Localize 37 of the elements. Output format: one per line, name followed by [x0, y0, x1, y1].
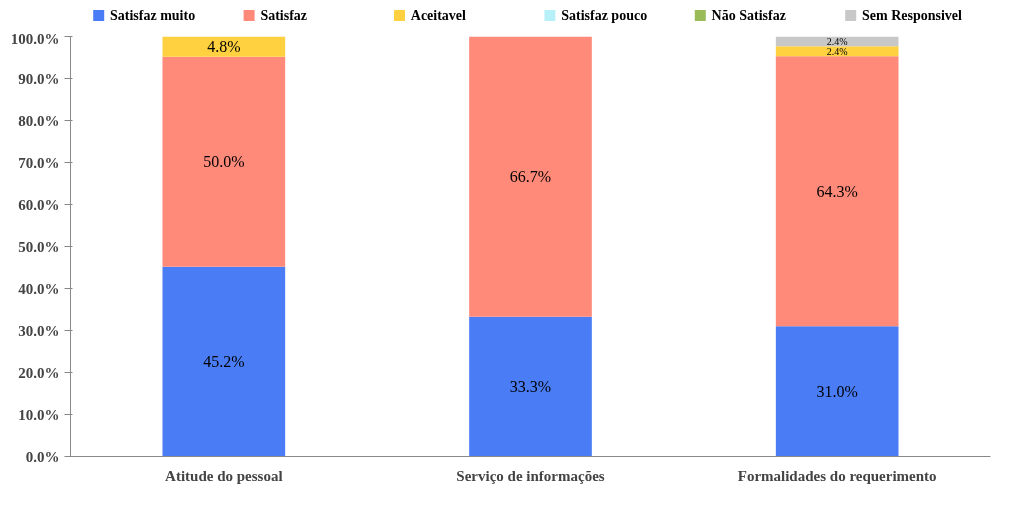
legend-label: Satisfaz pouco: [561, 8, 648, 23]
y-tick-label: 10.0%: [18, 406, 60, 423]
y-tick-label: 90.0%: [18, 70, 60, 87]
legend-label: Sem Responsivel: [861, 8, 963, 23]
data-label: 4.8%: [207, 38, 241, 56]
bar: [775, 46, 899, 57]
x-tick-label: Formalidades do requerimento: [737, 467, 937, 484]
data-label: 50.0%: [203, 153, 245, 171]
bar: [469, 316, 592, 457]
y-tick-label: 30.0%: [18, 322, 60, 339]
data-label: 66.7%: [509, 168, 552, 186]
legend-label: Satisfaz muito: [109, 8, 196, 23]
bar: [162, 56, 286, 267]
y-tick-label: 50.0%: [18, 238, 60, 255]
bar: [469, 36, 592, 317]
data-label: 2.4%: [826, 45, 848, 57]
y-tick-label: 20.0%: [18, 364, 60, 381]
y-tick-label: 80.0%: [18, 112, 60, 129]
y-tick-label: 60.0%: [18, 196, 60, 213]
legend-label: Aceitavel: [410, 8, 467, 23]
data-label: 2.4%: [826, 35, 848, 47]
bar: [162, 266, 286, 457]
x-tick-label: Serviço de informações: [456, 467, 605, 484]
data-label: 64.3%: [816, 182, 858, 200]
y-tick-label: 40.0%: [18, 280, 60, 297]
x-tick-label: Atitude do pessoal: [165, 467, 283, 484]
bar: [162, 36, 286, 57]
legend-label: Satisfaz: [260, 8, 308, 23]
data-label: 45.2%: [203, 353, 245, 371]
data-label: 33.3%: [509, 378, 552, 396]
bar: [775, 56, 899, 327]
legend-label: Não Satisfaz: [711, 8, 786, 23]
y-tick-label: 0.0%: [25, 448, 60, 465]
bar: [775, 326, 899, 457]
y-tick-label: 100.0%: [10, 30, 60, 47]
y-tick-label: 70.0%: [18, 154, 60, 171]
data-label: 31.0%: [816, 382, 858, 400]
